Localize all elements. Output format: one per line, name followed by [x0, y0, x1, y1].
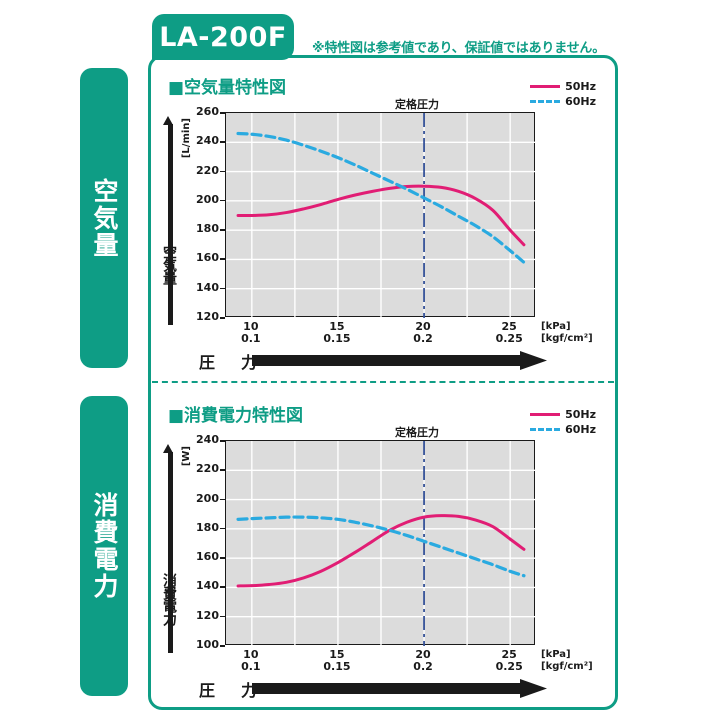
- y-tick-label: 240: [196, 134, 219, 148]
- y-tick-label: 200: [196, 192, 219, 206]
- rated-pressure-annotation: 定格圧力: [395, 98, 440, 111]
- y-tick-label: 120: [196, 608, 219, 622]
- y-tick-mark: [220, 527, 225, 530]
- y-axis-arrow-icon: [163, 444, 173, 453]
- x-tick-label-kpa: 10: [243, 320, 259, 333]
- x-tick-label-kgf: 0.1: [241, 332, 261, 345]
- x-tick-label-kgf: 0.2: [413, 332, 433, 345]
- y-tick-label: 200: [196, 491, 219, 505]
- y-tick-mark: [220, 557, 225, 559]
- x-axis-arrow-icon: [252, 351, 547, 375]
- y-tick-label: 260: [196, 105, 219, 118]
- y-tick-mark: [220, 615, 225, 618]
- y-tick-label: 180: [196, 222, 219, 236]
- disclaimer-note: ※特性図は参考値であり、保証値ではありません。: [312, 41, 605, 56]
- y-axis-arrow-icon: [163, 116, 173, 125]
- legend-power-consumption: 50Hz 60Hz: [530, 408, 596, 436]
- y-tick-label: 160: [196, 251, 219, 265]
- legend-swatch-60hz-icon: [530, 100, 561, 103]
- y-axis-arrow-stem: [168, 452, 173, 653]
- plot-area: [225, 112, 536, 318]
- x-axis-unit-kpa: [kPa]: [541, 649, 571, 660]
- x-tick-label-kgf: 0.25: [495, 332, 523, 345]
- side-tab-power-consumption: 消費電力: [80, 396, 128, 696]
- x-tick-label-kgf: 0.2: [413, 660, 433, 673]
- x-axis-arrow-icon: [252, 679, 547, 703]
- model-badge: LA-200F: [152, 14, 294, 60]
- y-tick-label: 180: [196, 520, 219, 534]
- rated-pressure-annotation: 定格圧力: [395, 426, 440, 439]
- legend-swatch-50hz-icon: [530, 85, 561, 88]
- y-tick-mark: [220, 586, 225, 588]
- y-tick-mark: [220, 258, 225, 260]
- chart-air-volume: 空気量 [L/min] 120 140 160 180 200 220 240 260 定格圧力 10…: [148, 60, 618, 380]
- y-tick-mark: [220, 498, 225, 501]
- y-tick-mark: [220, 287, 225, 290]
- y-tick-mark: [220, 317, 225, 319]
- x-tick-label-kpa: 20: [415, 320, 431, 333]
- y-tick-mark: [220, 229, 225, 231]
- y-axis-label: 消費電力: [161, 573, 177, 625]
- y-tick-label: 240: [196, 433, 219, 446]
- y-tick-mark: [220, 170, 225, 173]
- x-tick-label-kgf: 0.25: [495, 660, 523, 673]
- x-axis-unit-kgf: [kgf/cm²]: [541, 333, 593, 344]
- x-tick-label-kpa: 20: [415, 648, 431, 661]
- x-axis-label: 圧 力: [199, 681, 263, 700]
- y-tick-mark: [220, 199, 225, 202]
- y-tick-label: 100: [196, 638, 219, 651]
- x-axis-unit-kpa: [kPa]: [541, 321, 571, 332]
- y-tick-mark: [220, 469, 225, 471]
- legend-label-60hz: 60Hz: [565, 423, 596, 436]
- y-tick-mark: [220, 141, 225, 143]
- y-tick-label: 120: [196, 310, 219, 323]
- legend-item-50hz: 50Hz: [530, 408, 596, 421]
- x-tick-label-kpa: 25: [501, 648, 517, 661]
- legend-air-volume: 50Hz 60Hz: [530, 80, 596, 108]
- y-tick-mark: [220, 112, 225, 114]
- panel-title-air-volume: ■空気量特性図: [168, 78, 287, 98]
- plot-area: [225, 440, 536, 646]
- y-tick-label: 220: [196, 462, 219, 476]
- x-tick-label-kpa: 15: [329, 320, 345, 333]
- y-axis-label: 空気量: [161, 245, 177, 284]
- y-tick-label: 220: [196, 163, 219, 177]
- x-tick-label-kpa: 15: [329, 648, 345, 661]
- x-tick-label-kpa: 10: [243, 648, 259, 661]
- legend-label-50hz: 50Hz: [565, 408, 596, 421]
- y-tick-label: 140: [196, 280, 219, 294]
- y-tick-label: 160: [196, 550, 219, 564]
- panel-divider: [152, 381, 614, 383]
- legend-item-60hz: 60Hz: [530, 95, 596, 108]
- side-tab-air-volume: 空気量: [80, 68, 128, 368]
- x-tick-label-kgf: 0.15: [323, 660, 351, 673]
- legend-swatch-60hz-icon: [530, 428, 561, 431]
- y-tick-label: 140: [196, 579, 219, 593]
- legend-label-60hz: 60Hz: [565, 95, 596, 108]
- legend-item-60hz: 60Hz: [530, 423, 596, 436]
- x-tick-label-kgf: 0.15: [323, 332, 351, 345]
- panel-power-consumption: ■消費電力特性図 50Hz 60Hz 消費電力 [W] 100 120 140 160 18…: [148, 388, 618, 708]
- legend-item-50hz: 50Hz: [530, 80, 596, 93]
- x-axis-label: 圧 力: [199, 353, 263, 372]
- x-tick-label-kpa: 25: [501, 320, 517, 333]
- x-tick-label-kgf: 0.1: [241, 660, 261, 673]
- y-axis-arrow-stem: [168, 124, 173, 325]
- y-tick-mark: [220, 645, 225, 647]
- legend-label-50hz: 50Hz: [565, 80, 596, 93]
- legend-swatch-50hz-icon: [530, 413, 561, 416]
- chart-power-consumption: 消費電力 [W] 100 120 140 160 180 200 220 240 定格圧力 10 0.1…: [148, 388, 618, 708]
- panel-title-power-consumption: ■消費電力特性図: [168, 406, 304, 426]
- y-tick-mark: [220, 440, 225, 442]
- x-axis-unit-kgf: [kgf/cm²]: [541, 661, 593, 672]
- panel-air-volume: ■空気量特性図 50Hz 60Hz 空気量 [L/min] 120 140 160 180…: [148, 60, 618, 380]
